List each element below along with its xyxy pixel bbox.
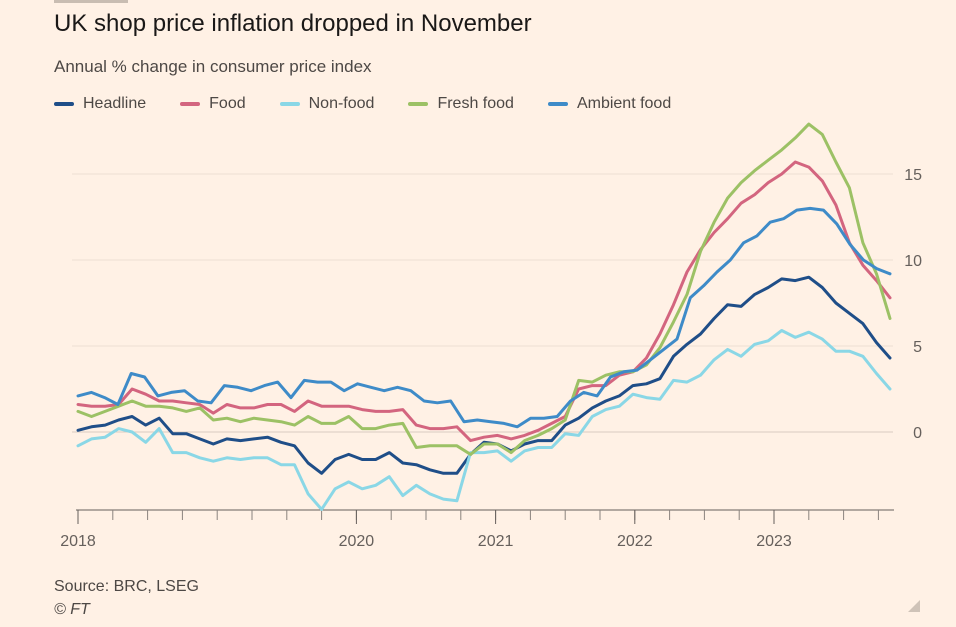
chart-title: UK shop price inflation dropped in Novem…	[54, 10, 532, 37]
series-line-headline	[76, 275, 892, 475]
x-axis: 2018 2020 2021 2022 2023	[60, 509, 894, 550]
chart-legend: Headline Food Non-food Fresh food Ambien…	[54, 95, 705, 113]
legend-label-ambient-food: Ambient food	[576, 95, 672, 112]
x-tick-label: 2021	[478, 533, 514, 550]
x-tick-label: 2018	[60, 533, 96, 550]
y-tick-label: 10	[904, 253, 922, 270]
legend-swatch-fresh-food	[408, 102, 429, 106]
legend-swatch-ambient-food	[547, 102, 568, 106]
resize-handle-icon[interactable]	[908, 600, 920, 612]
legend-swatch-food	[180, 102, 201, 106]
legend-label-non-food: Non-food	[308, 95, 375, 112]
x-tick-label: 2020	[339, 533, 375, 550]
legend-swatch-non-food	[279, 102, 300, 106]
series-line-fresh-food	[76, 122, 892, 456]
y-tick-label: 15	[904, 167, 922, 184]
source-note: Source: BRC, LSEG	[54, 578, 199, 595]
legend-swatch-headline	[54, 102, 74, 106]
x-tick-label: 2022	[617, 533, 653, 550]
y-axis-ticks: 0 5 10 15	[904, 167, 922, 442]
ft-credit: © FT	[54, 601, 90, 618]
legend-item-ambient-food: Ambient food	[547, 95, 672, 113]
top-rule	[54, 0, 128, 3]
y-tick-label: 5	[913, 339, 922, 356]
x-tick-label: 2023	[756, 533, 792, 550]
legend-label-food: Food	[209, 95, 246, 112]
legend-item-food: Food	[180, 95, 246, 113]
legend-item-fresh-food: Fresh food	[408, 95, 514, 113]
legend-item-non-food: Non-food	[279, 95, 375, 113]
chart-subtitle: Annual % change in consumer price index	[54, 57, 372, 76]
legend-label-fresh-food: Fresh food	[437, 95, 514, 112]
y-tick-label: 0	[913, 425, 922, 442]
series-line-non-food	[76, 329, 892, 511]
legend-item-headline: Headline	[54, 95, 146, 113]
legend-label-headline: Headline	[83, 95, 147, 112]
gridlines	[72, 173, 893, 433]
series-line-food	[76, 160, 892, 443]
series-line-ambient-food	[76, 206, 892, 429]
series-lines	[76, 122, 892, 511]
